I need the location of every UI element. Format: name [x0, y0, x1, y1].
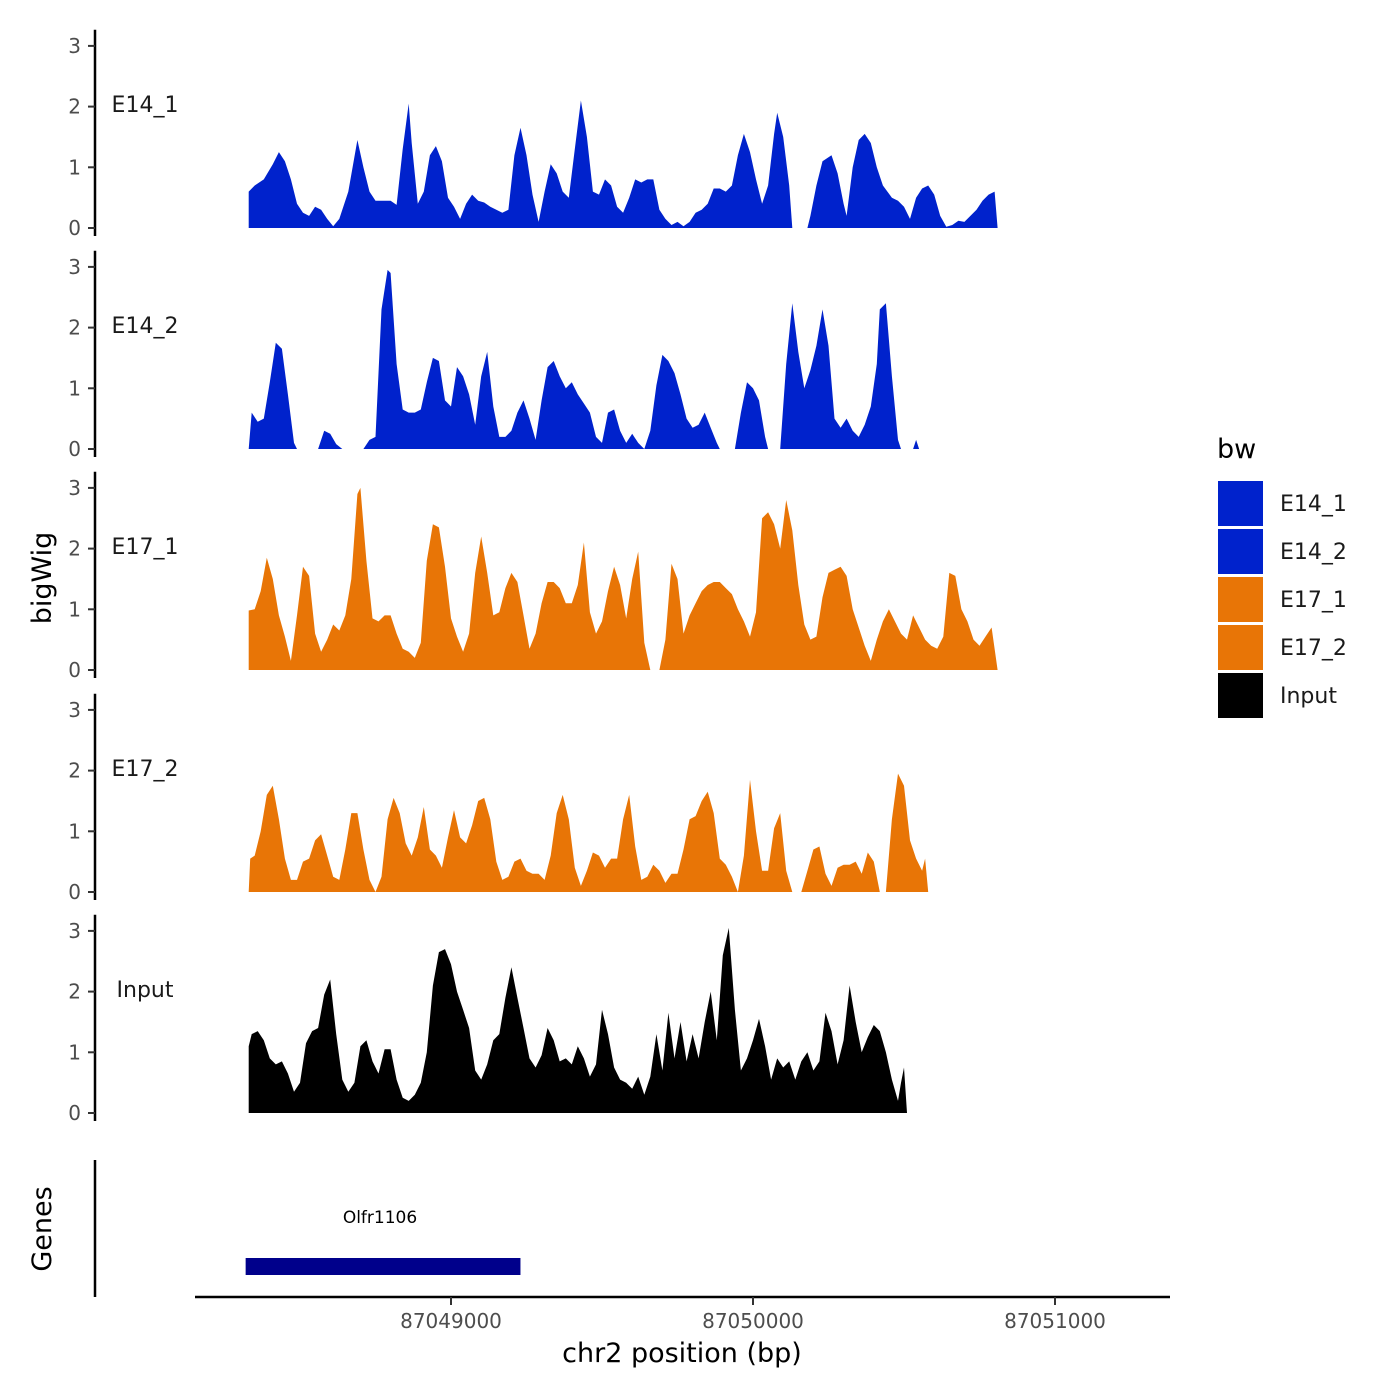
- y-tick-label: 2: [68, 537, 81, 561]
- x-axis: 87049000 87050000 87051000 chr2 position (…: [195, 1295, 1170, 1369]
- y-tick-label: 2: [68, 95, 81, 119]
- y-axis-title: bigWig: [27, 532, 58, 625]
- y-tick-label: 3: [68, 34, 81, 58]
- y-tick-label: 1: [68, 819, 81, 843]
- y-tick-label: 2: [68, 759, 81, 783]
- y-tick-label: 0: [68, 216, 81, 240]
- track-E14_2: 0 1 2 3 E14_2: [68, 250, 920, 461]
- legend-label: E14_2: [1280, 540, 1347, 565]
- x-ticks-layer: 87049000 87050000 87051000: [400, 1297, 1106, 1333]
- y-tick-label: 3: [68, 919, 81, 943]
- genes-panel: Genes Olfr1106: [27, 1160, 521, 1297]
- y-tick-label: 0: [68, 658, 81, 682]
- track-E17_2: 0 1 2 3 E17_2: [68, 693, 929, 904]
- y-tick-label: 3: [68, 476, 81, 500]
- y-tick-label: 2: [68, 980, 81, 1004]
- y-tick-label: 3: [68, 698, 81, 722]
- legend-label: E17_2: [1280, 636, 1347, 661]
- legend-label: E17_1: [1280, 588, 1347, 613]
- legend: bw E14_1 E14_2 E17_1 E17_2 Input: [1217, 434, 1347, 718]
- coverage-area-E14_2-1: [318, 430, 343, 449]
- x-tick-label: 87051000: [1004, 1309, 1106, 1333]
- legend-title: bw: [1217, 434, 1256, 465]
- coverage-area-E14_2-5: [913, 439, 920, 449]
- coverage-area-E14_2-3: [734, 382, 769, 449]
- legend-label: Input: [1280, 684, 1337, 709]
- legend-entries: E14_1 E14_2 E17_1 E17_2 Input: [1218, 481, 1347, 718]
- legend-swatch: [1218, 529, 1263, 574]
- track-E14_1: 0 1 2 3 E14_1: [68, 29, 998, 240]
- coverage-area-E17_2-2: [885, 773, 929, 892]
- coverage-area-E17_1-1: [659, 500, 998, 670]
- coverage-area-E14_2-2: [363, 269, 720, 449]
- track-label: E17_2: [112, 757, 179, 782]
- y-tick-label: 1: [68, 597, 81, 621]
- track-E17_1: 0 1 2 3 E17_1: [68, 471, 998, 682]
- gene-label: Olfr1106: [343, 1208, 417, 1228]
- y-tick-label: 2: [68, 316, 81, 340]
- legend-swatch: [1218, 577, 1263, 622]
- y-tick-label: 0: [68, 880, 81, 904]
- coverage-area-E17_2-0: [248, 779, 793, 892]
- coverage-area-E14_2-4: [780, 303, 901, 449]
- coverage-area-E17_2-1: [801, 846, 880, 892]
- coverage-area-E14_1-1: [807, 133, 998, 228]
- genes-axis-title: Genes: [27, 1186, 58, 1271]
- x-axis-title: chr2 position (bp): [562, 1338, 802, 1369]
- track-label: E14_2: [112, 314, 179, 339]
- track-label: Input: [117, 978, 174, 1003]
- y-tick-label: 3: [68, 255, 81, 279]
- x-tick-label: 87049000: [400, 1309, 502, 1333]
- y-tick-label: 1: [68, 155, 81, 179]
- track-Input: 0 1 2 3 Input: [68, 914, 907, 1125]
- legend-label: E14_1: [1280, 492, 1347, 517]
- legend-swatch: [1218, 673, 1263, 718]
- y-tick-label: 0: [68, 437, 81, 461]
- genes-layer: Olfr1106: [245, 1208, 521, 1275]
- track-label: E17_1: [112, 535, 179, 560]
- coverage-area-E14_1-0: [248, 100, 793, 228]
- coverage-area-Input-0: [248, 927, 907, 1113]
- y-tick-label: 1: [68, 376, 81, 400]
- track-label: E14_1: [112, 93, 179, 118]
- tracks-layer: 0 1 2 3 E14_1 0 1 2 3 E14_2 0 1 2 3 E17_1 0 1 2 3 E17_2 0 1 2 3…: [68, 29, 998, 1125]
- x-tick-label: 87050000: [702, 1309, 804, 1333]
- legend-swatch: [1218, 481, 1263, 526]
- legend-swatch: [1218, 625, 1263, 670]
- y-tick-label: 1: [68, 1040, 81, 1064]
- coverage-area-E14_2-0: [248, 342, 297, 449]
- coverage-area-E17_1-0: [248, 487, 654, 670]
- y-tick-label: 0: [68, 1101, 81, 1125]
- gene-bar: [245, 1258, 521, 1275]
